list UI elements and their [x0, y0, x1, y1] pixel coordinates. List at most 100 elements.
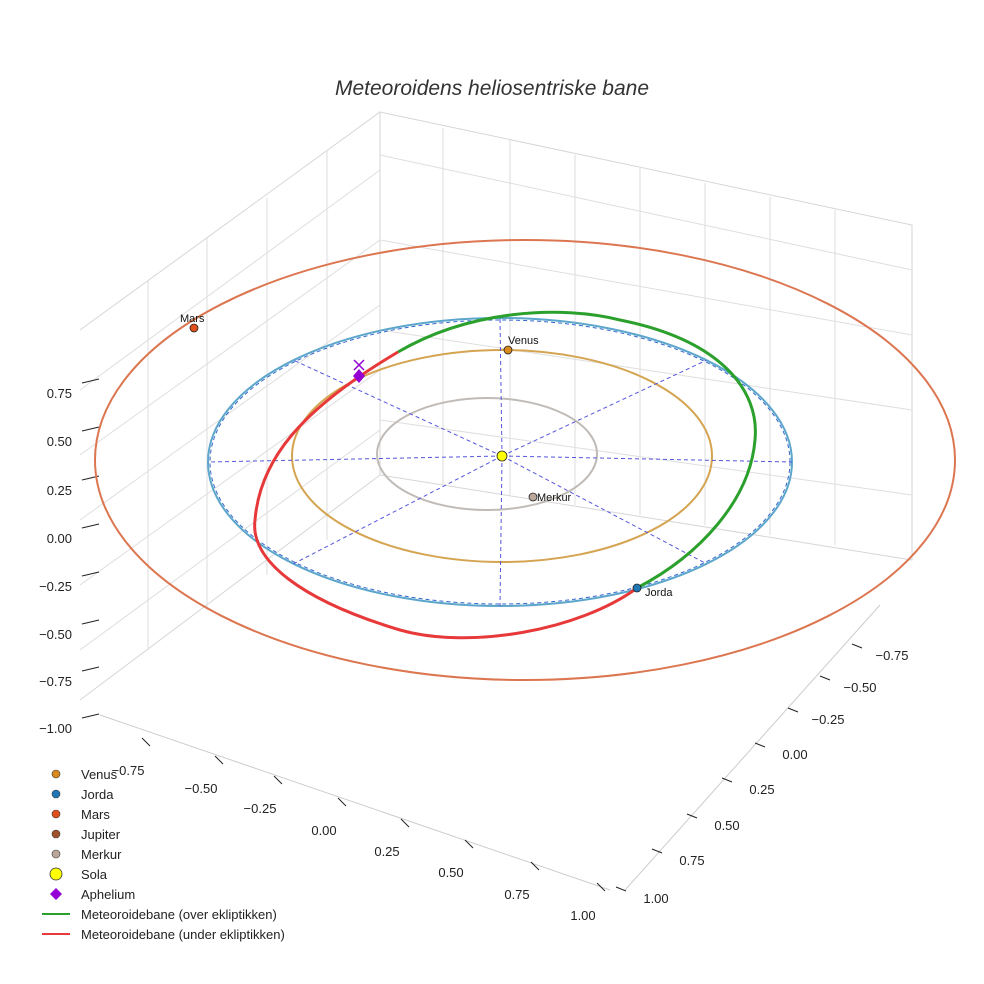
grid-line: [379, 419, 913, 496]
radial-guide: [499, 455, 503, 607]
legend-symbol: [51, 829, 61, 839]
x-tick-label: 0.25: [374, 844, 399, 859]
legend-label: Sola: [81, 867, 108, 882]
y-tick-mark: [651, 848, 663, 854]
radial-guide-lines: [207, 317, 793, 607]
y-tick-label: 0.00: [782, 747, 807, 762]
legend-symbol: [50, 888, 62, 900]
axis-grid: [79, 111, 913, 701]
y-axis-line: [624, 604, 881, 891]
y-tick-label: 0.50: [714, 818, 739, 833]
y-tick-label: 1.00: [643, 891, 668, 906]
x-tick-label: 0.50: [438, 865, 463, 880]
radial-guide: [499, 317, 503, 457]
x-tick-mark: [273, 775, 283, 785]
planet-label: Merkur: [537, 492, 572, 504]
legend-label: Merkur: [81, 847, 122, 862]
grid-line: [79, 369, 381, 586]
z-tick-mark: [81, 426, 100, 432]
planet-label: Jorda: [645, 587, 673, 599]
grid-line: [79, 429, 381, 651]
x-tick-label: 0.75: [504, 887, 529, 902]
z-tick-mark: [81, 666, 100, 672]
x-tick-mark: [596, 882, 606, 892]
legend-symbol: [51, 849, 61, 859]
radial-guide: [501, 359, 707, 457]
z-tick-mark: [81, 619, 100, 625]
chart-title: Meteoroidens heliosentriske bane: [335, 77, 649, 100]
x-tick-label: 1.00: [570, 908, 595, 923]
aphelion-x-icon: [353, 359, 365, 371]
grid-line: [379, 154, 913, 271]
orbit-ellipse: [376, 397, 598, 511]
z-tick-label: 0.25: [47, 483, 72, 498]
z-tick-label: −0.25: [39, 579, 72, 594]
grid-line: [379, 329, 913, 411]
back-wall-right: [379, 111, 913, 561]
y-tick-mark: [754, 742, 766, 748]
grid-line: [79, 304, 381, 521]
legend: Venus Jorda Mars Jupiter Merkur Sola Aphelium M…: [42, 767, 285, 942]
x-tick-label: −0.25: [244, 801, 277, 816]
grid-lines: [79, 128, 913, 651]
y-tick-label: −0.50: [844, 680, 877, 695]
x-axis: −0.75 −0.50 −0.25 0.00 0.25 0.50 0.75 1.00: [99, 714, 611, 923]
x-tick-mark: [337, 797, 347, 807]
y-tick-mark: [721, 777, 733, 783]
x-tick-label: −0.75: [112, 763, 145, 778]
z-tick-label: −0.75: [39, 674, 72, 689]
planet-markers: Venus Jorda Mars Merkur: [180, 313, 673, 599]
legend-label: Venus: [81, 767, 118, 782]
planet-label: Venus: [508, 335, 539, 347]
y-tick-mark: [615, 886, 627, 892]
planet-mars: [189, 323, 199, 333]
x-tick-mark: [214, 755, 224, 765]
y-tick-label: 0.25: [749, 782, 774, 797]
z-tick-mark: [81, 378, 100, 384]
orbit-ellipse: [291, 349, 713, 563]
y-tick-label: −0.75: [876, 648, 909, 663]
back-wall-left: [79, 111, 381, 701]
grid-line: [79, 239, 381, 456]
z-axis: 0.75 0.50 0.25 0.00 −0.25 −0.50 −0.75 −1.00: [39, 378, 100, 736]
x-tick-label: 0.00: [311, 823, 336, 838]
legend-symbol: [51, 769, 61, 779]
planet-merkur: [528, 492, 538, 502]
meteoroid-above: [397, 310, 757, 590]
radial-guide: [293, 359, 503, 457]
z-tick-label: −1.00: [39, 721, 72, 736]
planet-jorda: [632, 583, 642, 593]
x-tick-mark: [400, 818, 410, 828]
legend-label: Meteoroidebane (over ekliptikken): [81, 907, 277, 922]
z-tick-label: −0.50: [39, 627, 72, 642]
x-tick-mark: [141, 737, 151, 747]
y-tick-mark: [851, 643, 863, 649]
planet-sola: [496, 450, 508, 462]
legend-label: Jorda: [81, 787, 114, 802]
ecliptic-projection: [209, 319, 791, 605]
y-tick-mark: [787, 707, 799, 713]
aphelion-diamond: [353, 369, 365, 383]
z-tick-label: 0.50: [47, 434, 72, 449]
planet-orbits: [94, 239, 956, 681]
legend-symbol: [51, 809, 61, 819]
meteoroid-orbit: [253, 310, 757, 640]
x-tick-mark: [464, 839, 474, 849]
z-tick-mark: [81, 523, 100, 529]
legend-label: Jupiter: [81, 827, 121, 842]
x-tick-label: −0.50: [185, 781, 218, 796]
legend-label: Meteoroidebane (under ekliptikken): [81, 927, 285, 942]
meteoroid-below: [253, 350, 638, 640]
z-tick-mark: [81, 713, 100, 719]
radial-guide: [207, 455, 503, 463]
y-tick-mark: [819, 675, 831, 681]
y-tick-label: 0.75: [679, 853, 704, 868]
aphelion-marker: [353, 359, 365, 383]
radial-guide: [501, 455, 793, 463]
orbit-ellipse: [94, 239, 956, 681]
legend-label: Aphelium: [81, 887, 135, 902]
y-tick-label: −0.25: [812, 712, 845, 727]
y-axis: −0.75 −0.50 −0.25 0.00 0.25 0.50 0.75 1.00: [615, 604, 909, 906]
x-tick-mark: [530, 861, 540, 871]
